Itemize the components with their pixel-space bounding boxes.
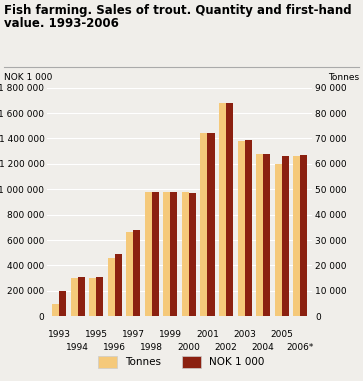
Bar [237, 141, 245, 316]
Legend: Tonnes, NOK 1 000: Tonnes, NOK 1 000 [94, 352, 269, 372]
Bar [219, 103, 226, 316]
Bar [52, 304, 59, 316]
Bar [182, 192, 189, 316]
Text: Fish farming. Sales of trout. Quantity and first-hand: Fish farming. Sales of trout. Quantity a… [4, 4, 351, 17]
Text: 1999: 1999 [159, 330, 182, 339]
Bar [96, 277, 103, 316]
Bar [89, 278, 96, 316]
Bar [163, 192, 170, 316]
Text: 1993: 1993 [48, 330, 71, 339]
Bar [263, 154, 270, 316]
Text: 1994: 1994 [66, 343, 89, 352]
Text: 2005: 2005 [270, 330, 293, 339]
Bar [189, 193, 196, 316]
Bar [300, 155, 307, 316]
Text: Tonnes: Tonnes [328, 73, 359, 82]
Bar [133, 230, 140, 316]
Bar [115, 254, 122, 316]
Bar [200, 133, 208, 316]
Bar [126, 232, 133, 316]
Text: 2000: 2000 [178, 343, 200, 352]
Bar [108, 258, 115, 316]
Text: 1995: 1995 [85, 330, 108, 339]
Text: NOK 1 000: NOK 1 000 [4, 73, 52, 82]
Text: 1998: 1998 [140, 343, 163, 352]
Text: 1997: 1997 [122, 330, 145, 339]
Bar [152, 192, 159, 316]
Bar [71, 278, 78, 316]
Bar [145, 192, 152, 316]
Text: 2001: 2001 [196, 330, 219, 339]
Bar [170, 192, 178, 316]
Bar [59, 291, 66, 316]
Bar [226, 103, 233, 316]
Text: 2006*: 2006* [286, 343, 314, 352]
Text: 2002: 2002 [215, 343, 237, 352]
Bar [78, 277, 85, 316]
Text: 1996: 1996 [103, 343, 126, 352]
Bar [245, 140, 252, 316]
Text: 2003: 2003 [233, 330, 256, 339]
Text: value. 1993-2006: value. 1993-2006 [4, 17, 118, 30]
Bar [256, 154, 263, 316]
Text: 2004: 2004 [252, 343, 274, 352]
Bar [208, 133, 215, 316]
Bar [282, 156, 289, 316]
Bar [293, 156, 300, 316]
Bar [274, 164, 282, 316]
